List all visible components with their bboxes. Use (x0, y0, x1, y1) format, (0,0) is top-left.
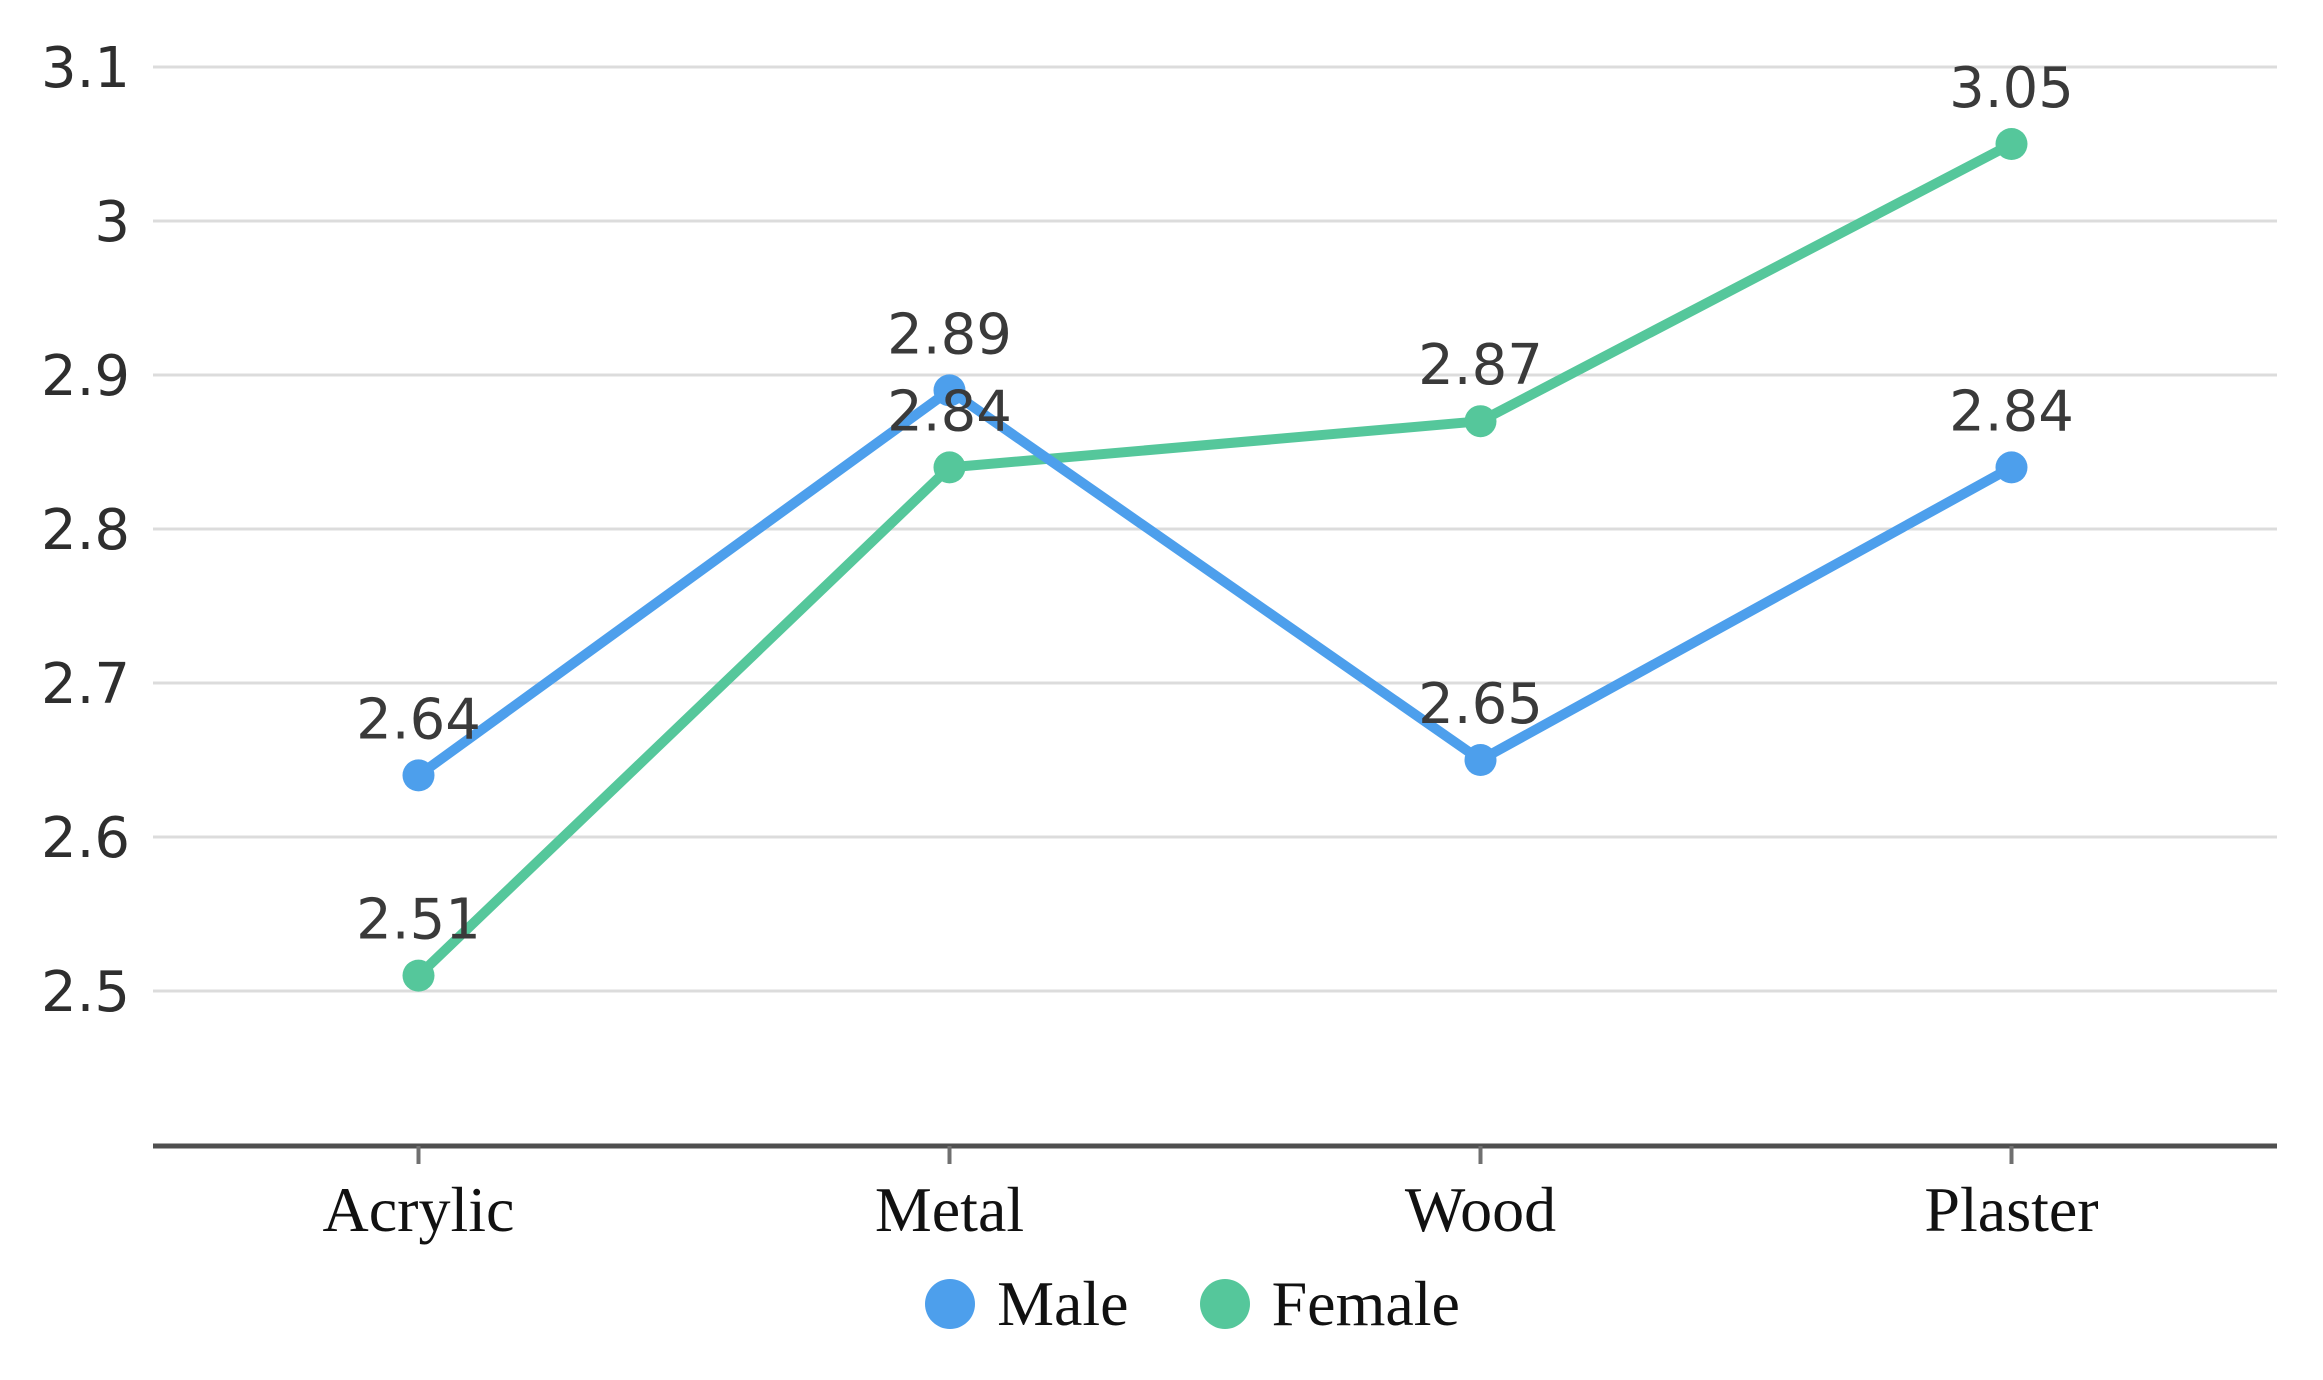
legend-label-female: Female (1271, 1268, 1460, 1339)
data-point-label-female: 3.05 (1949, 56, 2074, 121)
data-point-label-male: 2.65 (1418, 672, 1543, 737)
y-axis-tick-label: 2.5 (41, 960, 130, 1025)
data-point-male (1464, 744, 1497, 776)
data-point-label-female: 2.51 (356, 888, 481, 953)
y-axis-tick-label: 3.1 (41, 36, 130, 101)
x-axis-category-label: Plaster (1924, 1174, 2098, 1245)
data-point-label-female: 2.84 (887, 379, 1012, 444)
series-line-male (413, 385, 2017, 781)
legend-item-female: Female (1199, 1268, 1460, 1339)
data-point-label-female: 2.87 (1418, 333, 1543, 398)
y-axis-tick-label: 2.6 (41, 806, 130, 871)
data-point-label-male: 2.64 (356, 687, 481, 752)
data-point-label-male: 2.89 (887, 302, 1012, 367)
data-point-label-male: 2.84 (1949, 379, 2074, 444)
series-line-female (413, 139, 2017, 981)
y-axis-tick-label: 2.9 (41, 344, 130, 409)
legend-item-male: Male (925, 1272, 1129, 1336)
y-axis-tick-label: 2.8 (41, 498, 130, 563)
data-point-female (402, 959, 435, 992)
x-axis-category-label: Acrylic (323, 1174, 515, 1245)
data-point-male (1995, 451, 2028, 484)
data-point-male (402, 759, 435, 792)
data-point-female (1464, 405, 1497, 438)
data-point-male (933, 374, 966, 407)
data-point-female (933, 451, 966, 484)
y-axis-tick-label: 3 (94, 190, 130, 255)
x-axis-category-label: Metal (875, 1174, 1024, 1245)
legend-marker-male-icon (925, 1279, 976, 1329)
y-axis-tick-label: 2.7 (41, 652, 130, 717)
chart-legend: Male Female (31, 1272, 2323, 1336)
data-point-female (1995, 128, 2028, 160)
x-axis-category-label: Wood (1405, 1174, 1556, 1245)
legend-marker-female-icon (1199, 1279, 1250, 1329)
legend-label-male: Male (997, 1268, 1129, 1339)
